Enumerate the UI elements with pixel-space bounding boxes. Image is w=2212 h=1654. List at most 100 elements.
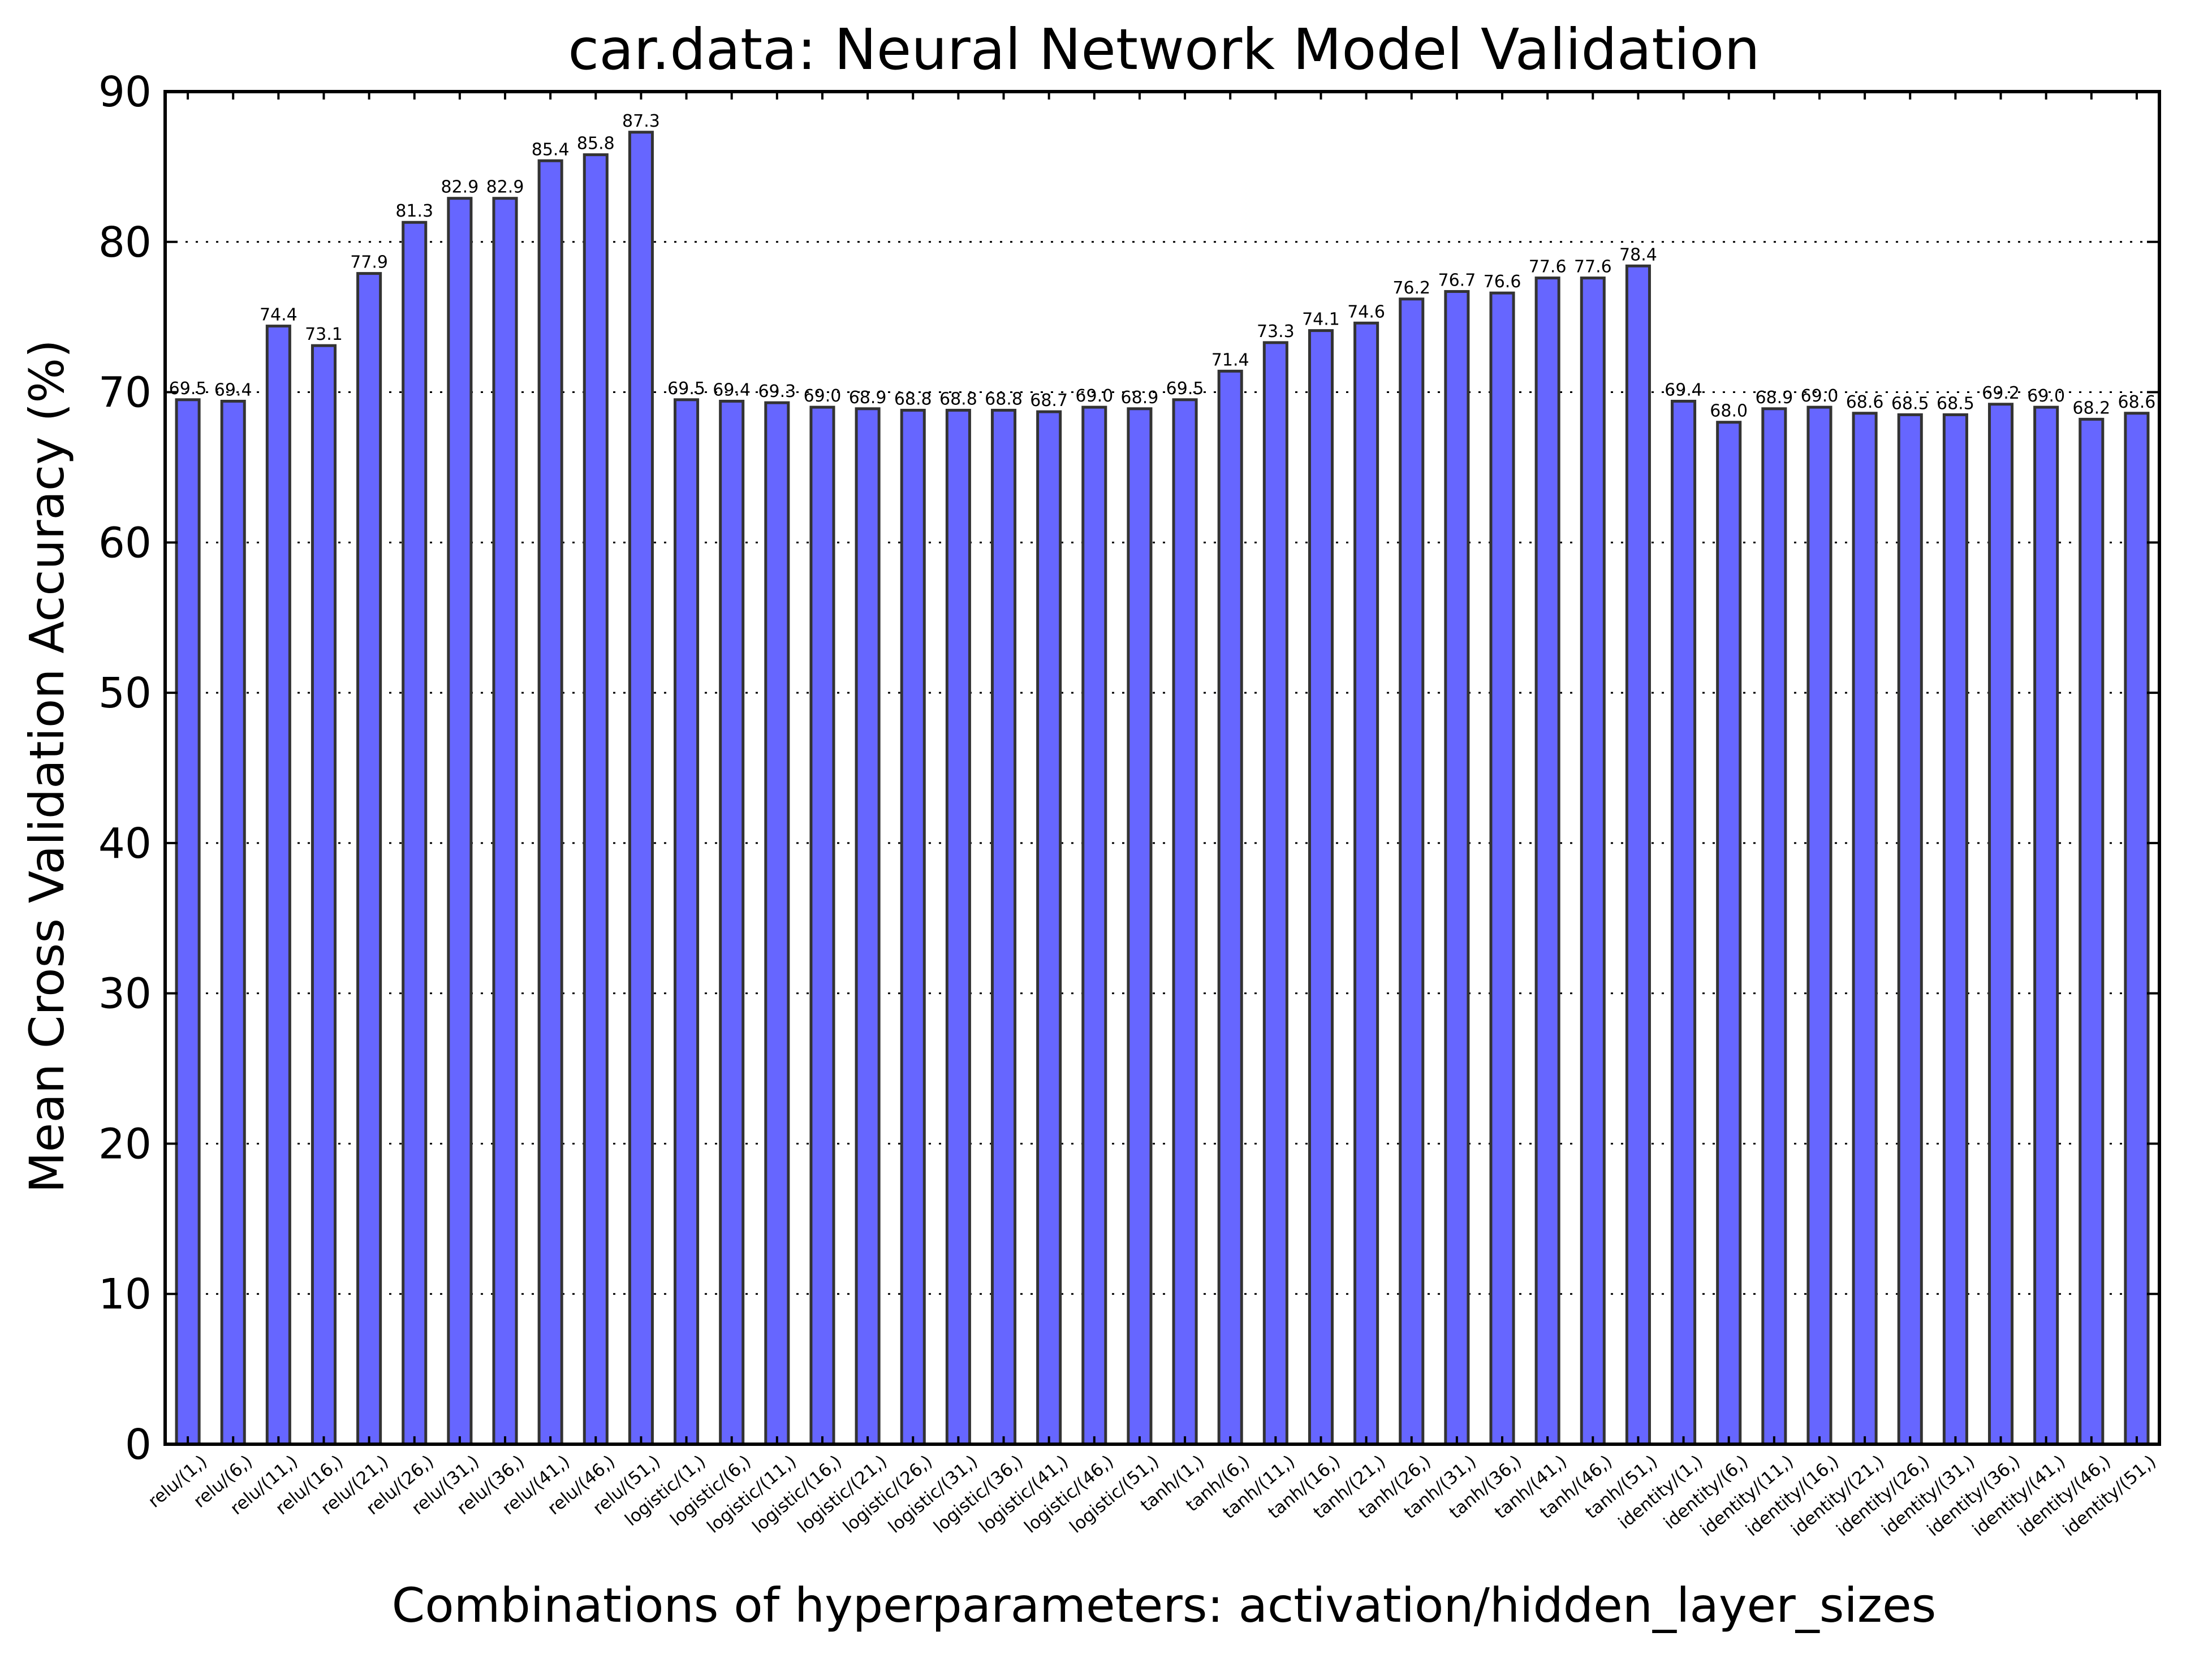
bar	[537, 159, 563, 1446]
bar-value-label: 69.3	[758, 382, 796, 401]
bar-value-label: 87.3	[622, 111, 660, 131]
bar-value-label: 68.9	[1755, 388, 1793, 408]
bar	[175, 398, 201, 1446]
bar	[1444, 290, 1470, 1446]
bar-value-label: 73.1	[305, 325, 343, 344]
x-axis-label: Combinations of hyperparameters: activat…	[392, 1578, 1937, 1633]
bar-value-label: 69.5	[1166, 379, 1204, 399]
bar	[1353, 321, 1379, 1446]
bar	[1580, 277, 1606, 1446]
bar-value-label: 68.0	[1710, 401, 1748, 421]
y-tick-label: 80	[98, 218, 152, 267]
bar	[356, 272, 382, 1446]
bar	[220, 400, 246, 1446]
bar	[1806, 405, 1832, 1446]
data-labels: 69.5 69.4 74.4 73.1 77.9 81.3 82.9 82.9 85.4 85.8…	[169, 111, 2156, 421]
bar-value-label: 69.4	[713, 381, 751, 400]
bar	[1172, 398, 1198, 1446]
bar-value-label: 68.7	[1030, 391, 1068, 411]
bar	[2079, 417, 2105, 1446]
bar	[674, 398, 700, 1446]
bar-value-label: 68.8	[985, 389, 1023, 409]
y-tick-label: 90	[98, 68, 152, 116]
y-tick-label: 0	[125, 1420, 152, 1469]
bar-value-label: 77.9	[350, 253, 388, 273]
bar	[447, 197, 473, 1446]
bar-value-label: 85.8	[577, 134, 615, 154]
bar-value-label: 69.0	[1075, 386, 1113, 406]
plot-frame	[163, 90, 2161, 1446]
bar-value-label: 68.6	[1846, 392, 1884, 412]
bar-value-label: 69.0	[804, 386, 842, 406]
bar-value-label: 77.6	[1529, 257, 1567, 277]
bar-value-label: 68.6	[2118, 392, 2156, 412]
bar	[265, 325, 291, 1446]
y-axis: 0 10 20 30 40 50 60 70 80 90	[98, 68, 2159, 1469]
bar	[628, 131, 654, 1446]
bar	[1897, 413, 1923, 1446]
bar	[900, 408, 926, 1446]
bar	[1852, 412, 1878, 1446]
bar-value-label: 74.6	[1347, 302, 1385, 322]
bars	[175, 131, 2150, 1446]
bar-value-label: 74.4	[260, 305, 297, 325]
bar-value-label: 68.9	[1121, 388, 1159, 408]
bar	[583, 153, 609, 1446]
y-tick-label: 60	[98, 519, 152, 567]
bar	[1081, 405, 1107, 1446]
bar-value-label: 68.5	[1937, 394, 1974, 413]
bar-value-label: 76.7	[1438, 270, 1476, 290]
bar	[1671, 400, 1697, 1446]
bar	[1942, 413, 1968, 1446]
bar-value-label: 69.5	[667, 379, 705, 399]
bar-value-label: 81.3	[395, 201, 433, 221]
bar-value-label: 69.2	[1982, 383, 2020, 403]
bar-value-label: 69.4	[1665, 381, 1702, 400]
bar	[764, 401, 790, 1446]
y-tick-label: 70	[98, 369, 152, 417]
y-tick-label: 40	[98, 819, 152, 868]
bar	[1489, 291, 1515, 1446]
bar-value-label: 69.5	[169, 379, 207, 399]
bar	[990, 408, 1017, 1446]
y-tick-label: 30	[98, 970, 152, 1018]
bar	[945, 408, 971, 1446]
bar	[1308, 329, 1334, 1446]
bar-value-label: 77.6	[1574, 257, 1612, 277]
bar-value-label: 68.9	[849, 388, 887, 408]
bar-value-label: 69.4	[214, 381, 252, 400]
bar	[1625, 264, 1651, 1446]
bar	[311, 344, 337, 1446]
y-tick-label: 10	[98, 1270, 152, 1319]
bar-value-label: 82.9	[441, 178, 478, 197]
y-tick-label: 50	[98, 669, 152, 718]
bar-value-label: 71.4	[1211, 350, 1249, 370]
bar	[492, 197, 518, 1446]
bar	[1127, 407, 1153, 1446]
bar	[855, 407, 881, 1446]
bar	[1036, 410, 1062, 1446]
bar-value-label: 68.2	[2072, 398, 2110, 418]
bar-value-label: 85.4	[532, 140, 570, 159]
bar-value-label: 78.4	[1619, 245, 1657, 265]
bar-value-label: 68.8	[939, 389, 977, 409]
chart-title: car.data: Neural Network Model Validatio…	[568, 16, 1760, 83]
bar	[1217, 369, 1243, 1446]
bar	[2033, 405, 2059, 1446]
bar-value-label: 68.8	[894, 389, 932, 409]
bar-value-label: 82.9	[486, 178, 524, 197]
bar	[1399, 297, 1425, 1446]
bar	[402, 221, 428, 1446]
bar	[1987, 403, 2014, 1446]
bar-value-label: 69.0	[1801, 386, 1839, 406]
bar-value-label: 73.3	[1257, 322, 1295, 342]
y-tick-label: 20	[98, 1120, 152, 1168]
bar-value-label: 76.2	[1392, 278, 1430, 298]
y-axis-label: Mean Cross Validation Accuracy (%)	[19, 339, 75, 1193]
bar	[809, 405, 835, 1446]
bar-value-label: 76.6	[1484, 272, 1521, 292]
bar-value-label: 74.1	[1302, 310, 1340, 330]
bar-value-label: 69.0	[2027, 386, 2065, 406]
